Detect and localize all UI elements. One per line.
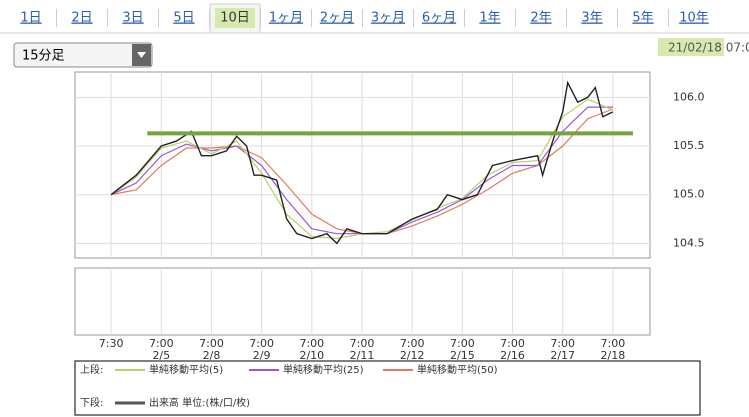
x-tick-date: 2/5 — [152, 349, 170, 362]
x-tick-label: 7:00 — [601, 337, 626, 350]
x-tick-date: 2/18 — [601, 349, 626, 362]
select-arrow — [137, 52, 146, 58]
interval-label: 15分足 — [22, 49, 65, 64]
tab[interactable]: 1ヶ月 — [269, 11, 303, 26]
x-tick-date: 2/10 — [299, 349, 324, 362]
y-tick-label: 104.5 — [673, 236, 705, 249]
x-tick-date: 2/12 — [400, 349, 425, 362]
datetime: 21/02/18 07:00 — [668, 41, 749, 55]
legend-box — [74, 360, 701, 416]
tab[interactable]: 3日 — [122, 11, 143, 26]
tab[interactable]: 2年 — [530, 11, 551, 26]
x-tick-date: 2/11 — [350, 349, 375, 362]
tab[interactable]: 10年 — [679, 11, 709, 26]
x-tick-date: 2/16 — [500, 349, 525, 362]
x-tick-label: 7:00 — [199, 337, 224, 350]
x-tick-label: 7:00 — [400, 337, 425, 350]
tab[interactable]: 3ヶ月 — [371, 11, 405, 26]
interval-select[interactable] — [13, 42, 153, 68]
x-tick-label: 7:30 — [99, 337, 124, 350]
tab[interactable]: 1日 — [20, 11, 41, 26]
volume-panel — [74, 267, 651, 336]
legend-label: 出来高 単位:(株/口/枚) — [149, 396, 250, 409]
y-tick-label: 105.0 — [673, 188, 705, 201]
tab[interactable]: 3年 — [581, 11, 602, 26]
y-tick-label: 105.5 — [673, 139, 705, 152]
x-tick-label: 7:00 — [299, 337, 324, 350]
x-tick-label: 7:00 — [550, 337, 575, 350]
tab[interactable]: 5日 — [173, 11, 194, 26]
tab[interactable]: 10日 — [220, 11, 250, 26]
x-tick-date: 2/15 — [450, 349, 475, 362]
x-tick-label: 7:00 — [249, 337, 274, 350]
x-tick-date: 2/9 — [253, 349, 271, 362]
price-line — [110, 80, 614, 245]
x-tick-label: 7:00 — [350, 337, 375, 350]
legend-lower-label: 下段: — [80, 396, 103, 409]
tab-selected-highlight — [215, 8, 255, 28]
tab[interactable]: 6ヶ月 — [422, 11, 456, 26]
tab[interactable]: 5年 — [632, 11, 653, 26]
tab[interactable]: 2ヶ月 — [320, 11, 354, 26]
y-tick-label: 106.0 — [673, 90, 705, 103]
legend-upper-label: 上段: — [80, 363, 103, 376]
x-tick-label: 7:00 — [149, 337, 174, 350]
tab[interactable]: 2日 — [71, 11, 92, 26]
legend-label: 単純移動平均(5) — [149, 363, 223, 376]
tab[interactable]: 1年 — [479, 11, 500, 26]
x-tick-date: 2/17 — [550, 349, 575, 362]
legend-label: 単純移動平均(50) — [417, 363, 498, 376]
price-panel — [74, 71, 651, 259]
datetime-highlight — [658, 38, 724, 56]
legend-label: 単純移動平均(25) — [283, 363, 364, 376]
x-tick-label: 7:00 — [450, 337, 475, 350]
x-tick-date: 2/8 — [203, 349, 221, 362]
x-tick-label: 7:00 — [500, 337, 525, 350]
